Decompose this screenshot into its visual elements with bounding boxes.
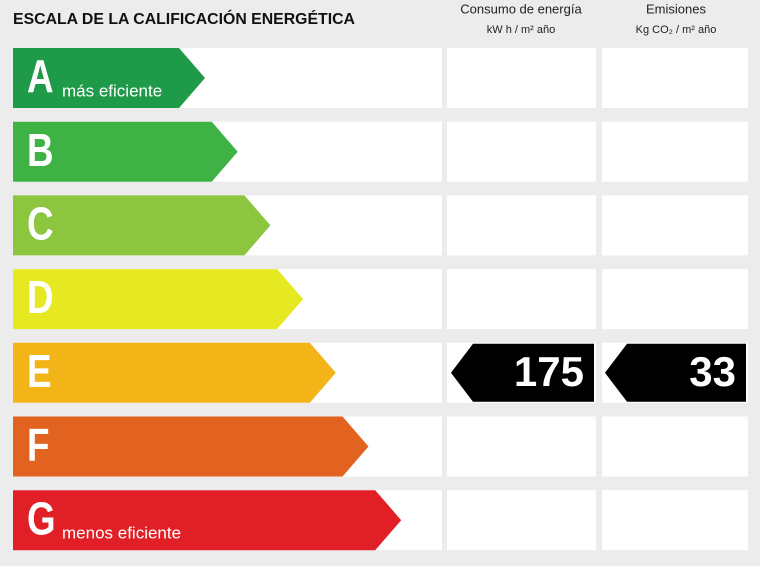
value-cell (447, 195, 596, 256)
rating-letter: E (27, 345, 52, 397)
value-cell (447, 269, 596, 330)
column-title: Emisiones (646, 1, 706, 16)
column-title: Consumo de energía (460, 1, 582, 16)
value-cell (602, 416, 748, 477)
rating-arrow (13, 416, 369, 477)
rating-letter: B (27, 124, 54, 176)
rating-label: menos eficiente (62, 524, 181, 543)
value-text: 175 (514, 348, 584, 395)
value-cell (447, 416, 596, 477)
value-cell (602, 490, 748, 551)
value-cell (602, 48, 748, 108)
rating-arrow (13, 48, 205, 108)
rating-letter: D (27, 271, 54, 323)
value-cell (602, 269, 748, 330)
rating-label: más eficiente (62, 81, 162, 100)
rating-arrow (13, 269, 304, 330)
rating-arrow (13, 342, 336, 403)
value-cell (447, 121, 596, 182)
value-pointer (451, 343, 594, 402)
value-pointer (605, 343, 746, 402)
value-text: 33 (689, 348, 736, 395)
rating-letter: F (27, 419, 49, 471)
rating-letter: A (27, 50, 54, 102)
rating-arrow (13, 490, 402, 551)
value-cell (602, 121, 748, 182)
value-cell (447, 490, 596, 551)
column-unit: kW h / m² año (487, 24, 555, 36)
rating-letter: C (27, 198, 54, 250)
rating-arrow (13, 195, 271, 256)
value-cell (602, 195, 748, 256)
value-cell (447, 48, 596, 108)
title: ESCALA DE LA CALIFICACIÓN ENERGÉTICA (13, 9, 355, 28)
column-unit: Kg CO₂ / m² año (636, 24, 717, 36)
rating-arrow (13, 121, 238, 182)
rating-letter: G (27, 492, 56, 544)
